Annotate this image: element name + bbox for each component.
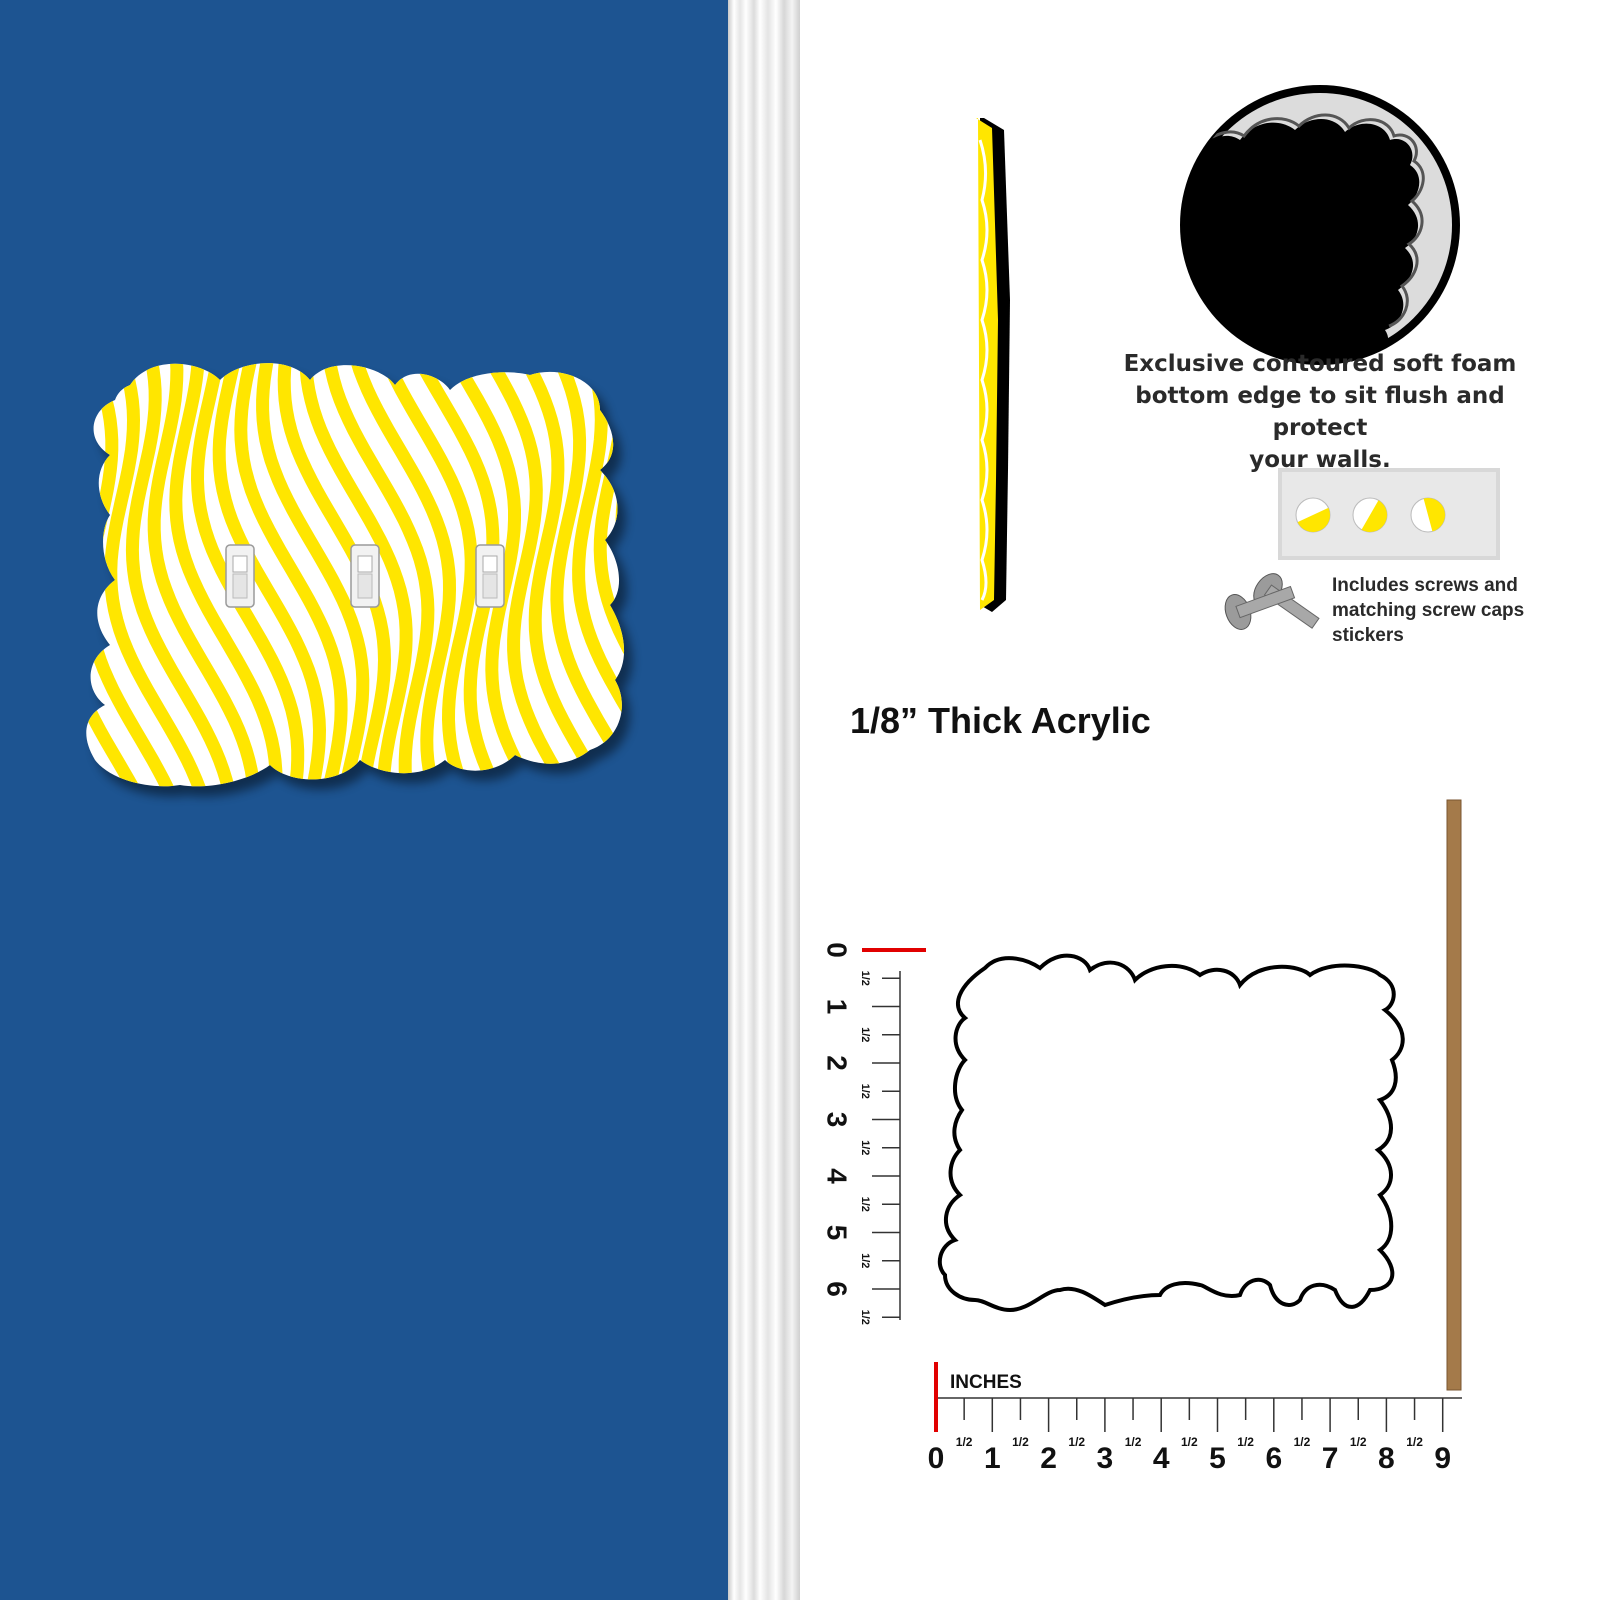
vertical-ruler: 1/2 1/2 1/2 1/2 1/2 1/2 1/2 0 1 2 3 4 5 6 xyxy=(822,942,926,1325)
wood-strip xyxy=(1446,799,1462,1391)
ruler-number: 3 xyxy=(1097,1442,1114,1475)
wave-stripe xyxy=(343,363,457,787)
foam-edge-zoom xyxy=(1180,85,1460,365)
ruler-number: 9 xyxy=(1434,1442,1451,1475)
half-inch-label: 1/2 xyxy=(1406,1435,1423,1449)
caption-line: your walls. xyxy=(1249,447,1391,473)
wave-stripe xyxy=(709,330,809,810)
caption-line: bottom edge to sit flush and protect xyxy=(1135,383,1505,441)
wave-stripe xyxy=(0,330,75,810)
half-inch-label: 1/2 xyxy=(956,1435,973,1449)
wave-stripe xyxy=(0,330,39,810)
half-inch-label: 1/2 xyxy=(859,971,871,986)
ruler-unit-label: INCHES xyxy=(950,1372,1022,1393)
wave-stripe xyxy=(644,330,744,810)
screw-cap-stickers xyxy=(1278,468,1500,560)
half-inch-label: 1/2 xyxy=(1181,1435,1198,1449)
foam-edge-caption: Exclusive contoured soft foam bottom edg… xyxy=(1090,348,1550,476)
half-inch-label: 1/2 xyxy=(859,1310,871,1325)
wave-stripe xyxy=(431,363,550,787)
caption-line: matching screw caps xyxy=(1332,600,1525,621)
wave-stripe xyxy=(212,363,327,787)
wave-stripe xyxy=(190,363,305,787)
blue-wall xyxy=(0,0,728,1600)
half-inch-label: 1/2 xyxy=(859,1027,871,1042)
wave-stripe xyxy=(234,363,348,787)
ruler-number: 5 xyxy=(1209,1442,1226,1475)
half-inch-label: 1/2 xyxy=(859,1197,871,1212)
horizontal-ruler: 1/2 1/2 1/2 1/2 1/2 1/2 1/2 1/2 1/2 0 1 2 3 4 5 6 7 8 9 xyxy=(928,1362,1462,1475)
wave-stripe xyxy=(256,363,370,787)
wave-stripe xyxy=(730,330,830,810)
ruler-number: 4 xyxy=(822,1168,853,1184)
ruler-number: 4 xyxy=(1153,1442,1170,1475)
wave-stripe xyxy=(299,363,413,787)
caption-line: Exclusive contoured soft foam xyxy=(1123,351,1517,377)
wave-stripe xyxy=(537,363,625,787)
half-inch-label: 1/2 xyxy=(859,1253,871,1268)
wave-stripe xyxy=(665,330,765,810)
wave-stripe xyxy=(147,363,261,787)
toggle-switch xyxy=(225,544,255,608)
wave-stripe xyxy=(103,363,213,787)
half-inch-label: 1/2 xyxy=(1068,1435,1085,1449)
ruler-number: 2 xyxy=(1040,1442,1057,1475)
door-trim xyxy=(728,0,800,1600)
half-inch-label: 1/2 xyxy=(1125,1435,1142,1449)
half-inch-label: 1/2 xyxy=(1294,1435,1311,1449)
plate-side-profile xyxy=(976,118,1010,612)
hardware-caption: Includes screws and matching screw caps … xyxy=(1332,573,1592,648)
half-inch-label: 1/2 xyxy=(1350,1435,1367,1449)
ruler-number: 0 xyxy=(928,1442,945,1475)
half-inch-label: 1/2 xyxy=(1237,1435,1254,1449)
switch-plate xyxy=(0,330,852,810)
caption-line: Includes screws and xyxy=(1332,575,1518,596)
wave-stripe xyxy=(370,363,480,787)
screws xyxy=(1224,573,1320,630)
ruler-number: 6 xyxy=(1265,1442,1282,1475)
caption-line: stickers xyxy=(1332,625,1404,646)
wave-stripe xyxy=(321,363,435,787)
ruler-number: 8 xyxy=(1378,1442,1395,1475)
wave-stripe xyxy=(615,363,625,787)
wave-stripe xyxy=(0,330,5,810)
wave-stripe xyxy=(169,363,283,787)
half-inch-label: 1/2 xyxy=(859,1084,871,1099)
wave-stripe xyxy=(687,330,787,810)
ruler-number: 3 xyxy=(822,1112,853,1128)
half-inch-label: 1/2 xyxy=(859,1140,871,1155)
ruler-number: 0 xyxy=(822,942,853,958)
toggle-switch xyxy=(350,544,380,608)
wave-pattern xyxy=(0,330,852,810)
ruler-number: 6 xyxy=(822,1281,853,1297)
toggle-switches xyxy=(225,544,505,608)
ruler-number: 7 xyxy=(1322,1442,1339,1475)
plate-outline xyxy=(937,953,1405,1313)
half-inch-label: 1/2 xyxy=(1012,1435,1029,1449)
ruler-number: 5 xyxy=(822,1225,853,1241)
wave-stripe xyxy=(752,330,852,810)
toggle-switch xyxy=(475,544,505,608)
thickness-label: 1/8” Thick Acrylic xyxy=(850,700,1151,741)
ruler-number: 2 xyxy=(822,1055,853,1071)
ruler-number: 1 xyxy=(822,999,853,1015)
wave-stripe xyxy=(502,363,620,787)
wave-stripe xyxy=(86,363,152,787)
ruler-number: 1 xyxy=(984,1442,1001,1475)
wave-stripe xyxy=(125,363,239,787)
wave-stripe xyxy=(466,363,586,787)
